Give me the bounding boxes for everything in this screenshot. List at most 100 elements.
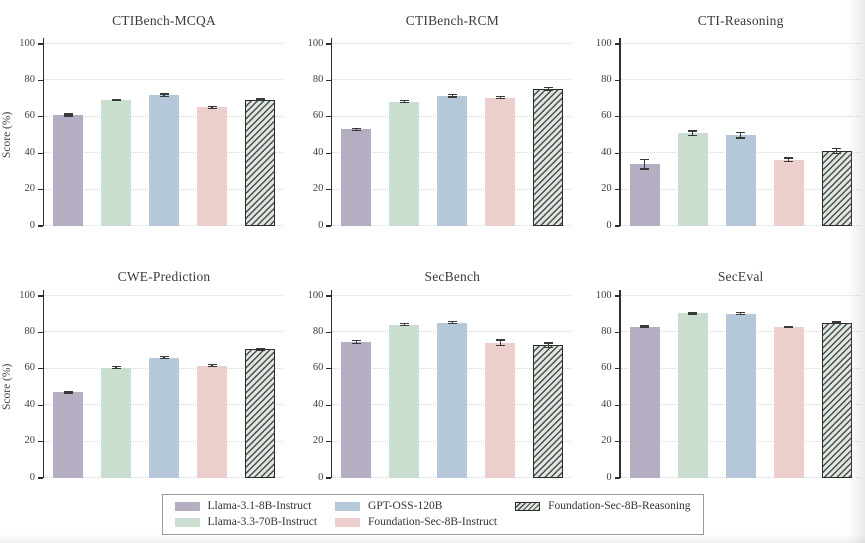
error-cap-top (640, 325, 650, 327)
error-cap-top (447, 94, 457, 96)
y-tickmark-100 (38, 295, 43, 297)
error-bar (740, 312, 742, 315)
gridline-100 (332, 295, 573, 296)
gridline-60 (620, 115, 861, 117)
chart-secbench: SecBench 0 20 40 60 80 100 (288, 252, 576, 496)
chart-title: CWE-Prediction (117, 269, 211, 284)
bar-llama-3.3-70b-instruct (389, 324, 420, 478)
error-cap-top (351, 127, 361, 130)
legend-item-llama-3.1-8b-instruct: Llama-3.1-8B-Instruct (174, 500, 317, 512)
legend-item-gpt-oss-120b: GPT-OSS-120B (335, 500, 497, 512)
error-cap-top (111, 366, 121, 368)
y-tickmark-100 (614, 295, 620, 297)
error-cap-bottom (543, 346, 553, 348)
gridline-100 (620, 43, 861, 44)
plot-area: 0 20 40 60 80 100 (596, 38, 861, 231)
y-tick-label-60: 60 (312, 362, 324, 374)
y-tick-label-40: 40 (601, 398, 612, 410)
error-cap-top (159, 93, 169, 95)
error-bar (259, 98, 261, 101)
y-tickmark-20 (614, 440, 620, 443)
y-tick-label-80: 80 (312, 73, 324, 85)
y-tickmark-0 (38, 477, 43, 479)
error-bar (451, 321, 453, 324)
y-tickmark-20 (38, 440, 43, 443)
y-tickmark-80 (326, 79, 332, 81)
y-tick-label-80: 80 (312, 325, 324, 337)
error-cap-top (495, 339, 505, 341)
bar-foundation-sec-8b-reasoning (821, 150, 852, 226)
y-tickmark-80 (38, 79, 43, 81)
y-tick-label-40: 40 (601, 146, 612, 158)
y-tick-label-100: 100 (307, 289, 324, 301)
y-axis-spine (619, 38, 621, 226)
error-bar (163, 94, 165, 97)
plot-area: 0 20 40 60 80 100 (308, 290, 573, 483)
error-bar (67, 391, 69, 394)
error-cap-top (640, 159, 650, 161)
chart-cwe-prediction: CWE-Prediction Score (%) 0 20 40 60 80 100 (0, 252, 288, 496)
error-bar (499, 340, 501, 346)
bar-foundation-sec-8b-reasoning (245, 99, 275, 226)
y-tickmark-60 (38, 116, 43, 118)
bar-foundation-sec-8b-instruct (773, 159, 804, 226)
error-cap-top (255, 98, 265, 100)
error-cap-bottom (543, 89, 553, 91)
bar-llama-3.3-70b-instruct (677, 133, 708, 226)
y-tick-label-0: 0 (318, 471, 324, 483)
chart-ctibench-mcqa: CTIBench-MCQA Score (%) 0 20 40 60 80 100 (0, 0, 288, 244)
y-tick-label-40: 40 (24, 398, 36, 410)
error-bar (788, 158, 790, 162)
error-bar (836, 148, 838, 154)
error-cap-bottom (63, 392, 73, 394)
error-cap-bottom (832, 152, 842, 155)
error-bar (836, 322, 838, 324)
error-cap-top (399, 99, 409, 102)
error-bar (547, 342, 549, 348)
gridline-80 (44, 79, 284, 81)
error-cap-top (784, 325, 794, 327)
y-tickmark-100 (38, 43, 43, 45)
y-tick-label-0: 0 (606, 471, 612, 483)
y-tickmark-40 (326, 152, 332, 154)
error-cap-top (447, 321, 457, 323)
legend-swatch (174, 501, 200, 511)
y-tick-label-100: 100 (307, 37, 324, 49)
bar-foundation-sec-8b-reasoning (533, 345, 564, 478)
error-bar (644, 326, 646, 328)
y-tick-label-100: 100 (595, 37, 612, 49)
error-cap-bottom (159, 357, 169, 360)
y-tick-label-0: 0 (318, 219, 324, 231)
error-cap-bottom (351, 342, 361, 344)
bar-foundation-sec-8b-reasoning (533, 88, 564, 226)
y-tick-label-20: 20 (24, 183, 36, 195)
y-tick-label-20: 20 (601, 183, 612, 195)
bar-llama-3.3-70b-instruct (101, 99, 131, 226)
y-tick-label-20: 20 (312, 183, 324, 195)
error-cap-bottom (63, 115, 73, 117)
chart-title: CTIBench-MCQA (112, 13, 216, 28)
error-cap-top (736, 132, 746, 134)
chart-title: SecEval (717, 269, 764, 284)
y-tick-label-20: 20 (312, 435, 324, 447)
y-tickmark-40 (326, 404, 332, 406)
y-tickmark-80 (614, 79, 620, 81)
error-cap-bottom (111, 99, 121, 102)
y-tick-label-0: 0 (29, 471, 35, 483)
gridline-80 (44, 331, 284, 333)
bar-gpt-oss-120b (725, 313, 756, 478)
error-cap-bottom (784, 161, 794, 163)
error-cap-top (688, 130, 698, 132)
error-cap-top (159, 355, 169, 358)
legend-swatch (515, 501, 541, 511)
gridline-100 (332, 43, 573, 44)
error-cap-top (784, 157, 794, 159)
error-cap-bottom (688, 313, 698, 315)
error-bar (403, 323, 405, 326)
y-tickmark-60 (614, 368, 620, 370)
error-bar (740, 132, 742, 139)
plot-area: 0 20 40 60 80 100 (19, 290, 284, 483)
bar-llama-3.1-8b-instruct (629, 164, 660, 226)
error-cap-top (351, 339, 361, 342)
